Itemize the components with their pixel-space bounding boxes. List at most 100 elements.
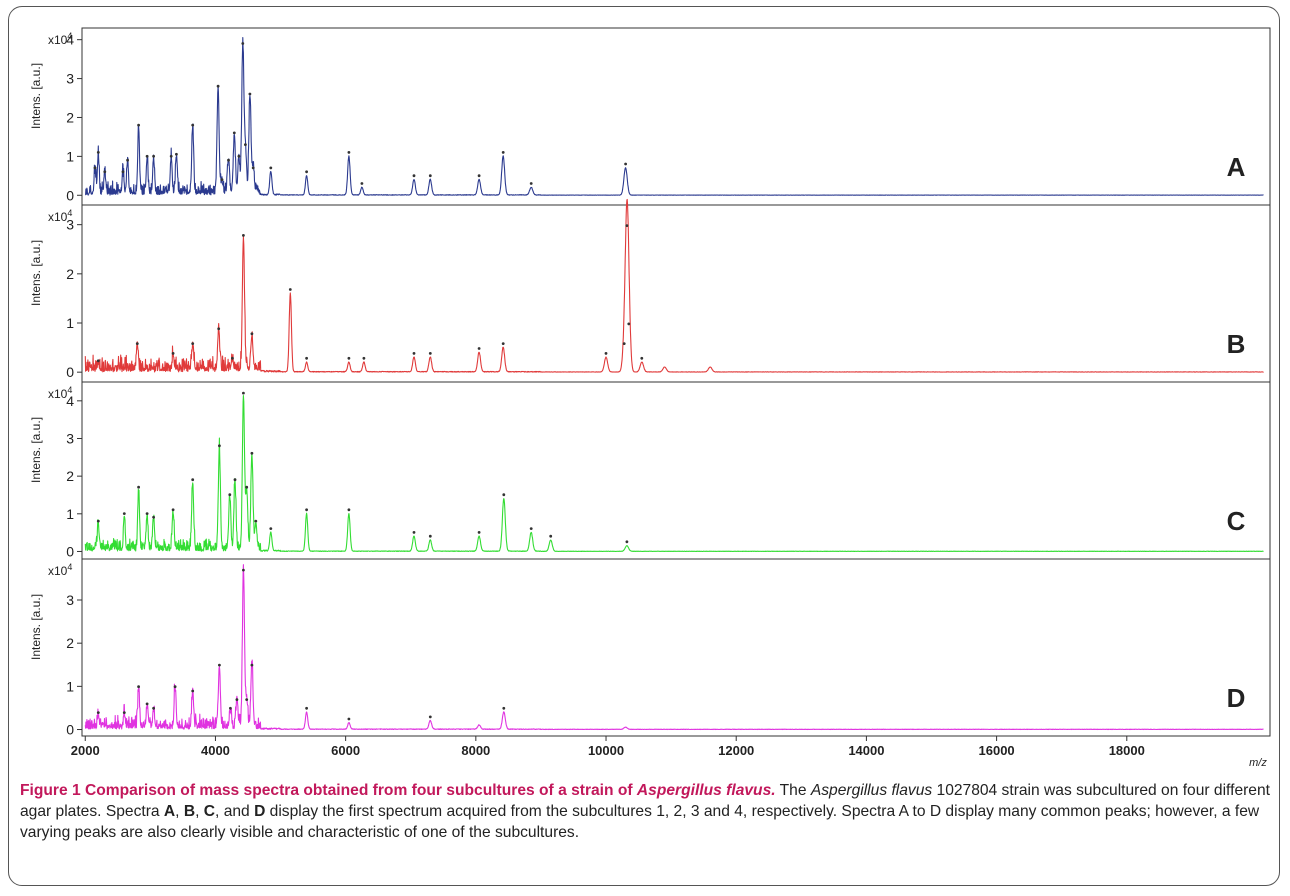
y-tick-label-b-3: 3 — [66, 217, 74, 233]
peak-marker-b-8 — [288, 288, 292, 291]
y-tick-label-d-1: 1 — [66, 678, 74, 694]
y-tick-label-c-3: 3 — [66, 430, 74, 446]
x-tick-label-18000: 18000 — [1109, 743, 1145, 758]
peak-marker-d-6 — [191, 689, 195, 693]
peak-marker-b-20 — [640, 356, 644, 360]
spectrum-line-b — [84, 198, 1264, 373]
peak-marker-a-19 — [251, 166, 255, 170]
y-tick-label-c-0: 0 — [66, 543, 74, 559]
peak-marker-c-10 — [242, 391, 245, 395]
y-multiplier-b: x104 — [48, 208, 72, 224]
x-tick-label-16000: 16000 — [979, 743, 1015, 758]
peak-marker-a-8 — [169, 154, 173, 158]
peak-marker-c-6 — [191, 478, 195, 482]
peak-marker-a-5 — [137, 123, 141, 127]
peak-marker-a-10 — [191, 123, 195, 127]
peak-marker-c-14 — [269, 527, 273, 530]
peak-marker-a-24 — [412, 174, 416, 178]
caption-label-b: B — [183, 803, 196, 820]
peak-marker-c-4 — [152, 515, 156, 519]
caption-text-2: 1027804 strain was subcultured on four d… — [20, 782, 1270, 820]
panel-label-c: C — [1227, 506, 1246, 536]
spectrum-line-c — [84, 395, 1264, 552]
caption-title-species: Aspergillus flavus. — [636, 782, 776, 799]
spectrum-line-d — [84, 564, 1264, 731]
peak-marker-a-15 — [237, 154, 241, 158]
panel-label-a: A — [1227, 152, 1246, 182]
peak-marker-a-6 — [145, 154, 149, 158]
peak-marker-c-7 — [218, 444, 221, 448]
peak-marker-a-26 — [477, 174, 481, 178]
peak-marker-a-23 — [360, 182, 364, 185]
peak-marker-a-2 — [103, 170, 107, 174]
peak-marker-c-1 — [122, 512, 126, 515]
peak-marker-b-16 — [604, 352, 608, 355]
x-axis-label: m/z — [1249, 757, 1267, 769]
panel-label-d: D — [1227, 683, 1246, 713]
y-multiplier-d: x104 — [48, 562, 72, 578]
y-tick-label-c-2: 2 — [66, 468, 74, 484]
x-tick-label-12000: 12000 — [718, 743, 754, 758]
peak-marker-b-14 — [477, 347, 481, 350]
y-tick-label-a-4: 4 — [66, 32, 74, 48]
peak-marker-a-20 — [269, 166, 273, 170]
peak-marker-c-12 — [250, 451, 254, 455]
peak-marker-d-10 — [242, 568, 245, 572]
y-tick-label-c-4: 4 — [66, 393, 74, 409]
peak-marker-b-15 — [501, 342, 505, 345]
y-axis-label-b: Intens. [a.u.] — [29, 240, 43, 306]
peak-marker-d-2 — [137, 685, 141, 689]
peak-marker-d-5 — [173, 685, 177, 689]
peak-marker-b-7 — [250, 332, 254, 336]
peak-marker-a-22 — [347, 151, 351, 154]
x-tick-label-14000: 14000 — [848, 743, 884, 758]
peak-marker-c-5 — [171, 508, 175, 512]
caption-species: Aspergillus flavus — [810, 782, 933, 799]
y-tick-label-a-1: 1 — [66, 148, 74, 164]
peak-marker-b-19 — [627, 322, 631, 326]
peak-marker-b-1 — [135, 342, 139, 345]
y-tick-label-a-3: 3 — [66, 71, 74, 87]
y-multiplier-a: x104 — [48, 31, 72, 47]
peak-marker-d-8 — [229, 706, 232, 710]
y-tick-label-d-3: 3 — [66, 592, 74, 608]
x-tick-label-6000: 6000 — [331, 743, 360, 758]
caption-sep-2: , — [195, 803, 204, 820]
peak-marker-c-16 — [347, 508, 351, 512]
peak-marker-a-12 — [220, 178, 224, 182]
x-tick-label-4000: 4000 — [201, 743, 230, 758]
peak-marker-a-18 — [248, 92, 252, 96]
peak-marker-a-4 — [126, 158, 129, 162]
caption-text-3: display the first spectrum acquired from… — [20, 803, 1260, 841]
peak-marker-b-4 — [217, 327, 221, 331]
caption-title-prefix: Figure 1 Comparison of mass spectra obta… — [20, 782, 637, 799]
peak-marker-d-1 — [122, 711, 126, 714]
y-tick-label-d-2: 2 — [66, 635, 74, 651]
peak-marker-c-8 — [228, 493, 232, 497]
peak-marker-b-0 — [96, 359, 100, 363]
peak-marker-a-7 — [152, 154, 156, 158]
caption-label-d: D — [254, 803, 266, 820]
peak-marker-c-15 — [305, 508, 308, 512]
x-tick-label-10000: 10000 — [588, 743, 624, 758]
peak-marker-a-0 — [93, 166, 97, 170]
caption-title: Figure 1 Comparison of mass spectra obta… — [20, 782, 776, 799]
peak-marker-a-27 — [501, 151, 505, 154]
peak-marker-a-13 — [227, 158, 230, 162]
peak-marker-b-17 — [622, 342, 626, 345]
peak-marker-d-12 — [250, 663, 254, 667]
figure-frame — [8, 6, 1280, 886]
spectrum-line-a — [84, 37, 1264, 196]
y-tick-label-a-2: 2 — [66, 109, 74, 125]
panel-frame-d — [81, 558, 1271, 737]
peak-marker-c-20 — [502, 493, 506, 497]
peak-marker-b-5 — [231, 356, 234, 360]
peak-marker-a-28 — [529, 182, 533, 185]
peak-marker-d-9 — [235, 698, 239, 701]
peak-marker-b-18 — [625, 224, 629, 228]
peak-marker-a-29 — [624, 162, 627, 166]
peak-marker-a-17 — [244, 143, 247, 147]
peak-marker-d-0 — [96, 711, 100, 714]
peak-marker-d-13 — [305, 706, 308, 710]
y-tick-label-c-1: 1 — [66, 506, 74, 522]
